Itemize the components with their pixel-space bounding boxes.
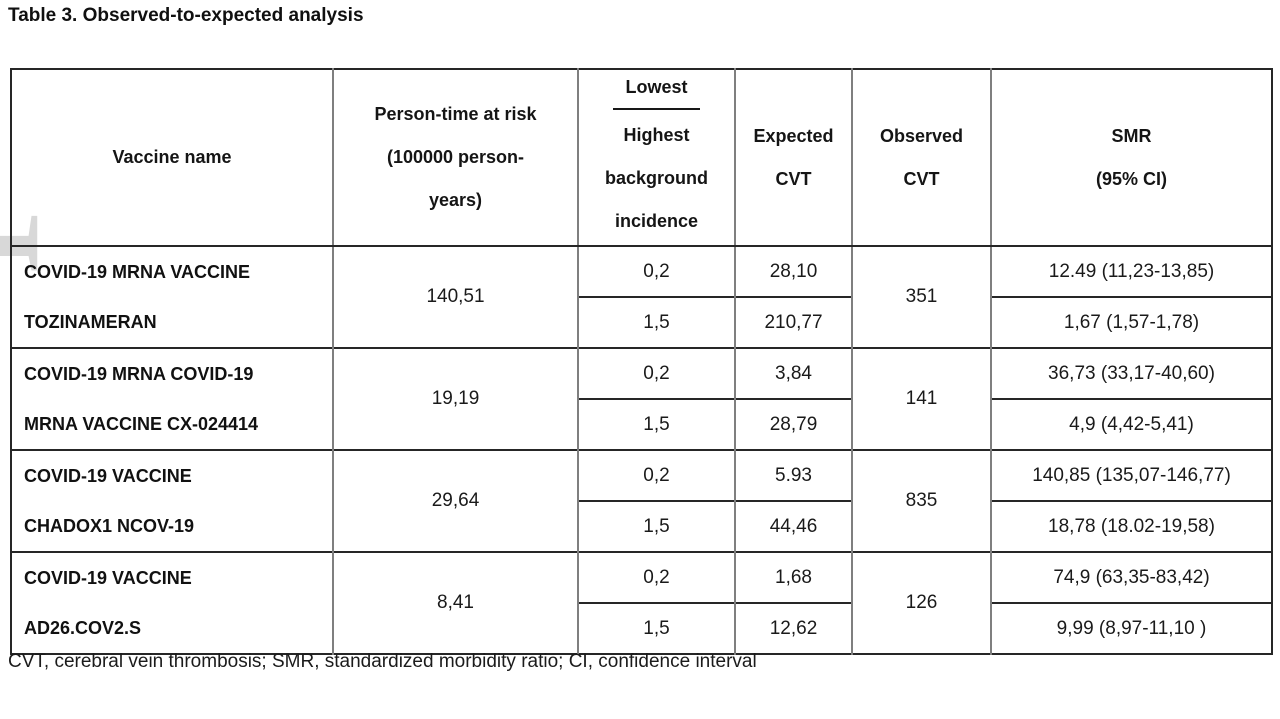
header-expected-cvt: Expected CVT: [735, 69, 853, 247]
vaccine-name-line1: COVID-19 VACCINE: [24, 568, 192, 588]
vaccine-name-line1: COVID-19 MRNA COVID-19: [24, 364, 254, 384]
vaccine-name-line2: TOZINAMERAN: [24, 312, 157, 332]
header-observed-cvt: Observed CVT: [852, 69, 992, 247]
expected-low-cell: 3,84: [735, 347, 853, 399]
vaccine-name-line1: COVID-19 MRNA VACCINE: [24, 262, 251, 282]
header-person-time: Person-time at risk (100000 person- year…: [333, 69, 579, 247]
incidence-high-cell: 1,5: [578, 602, 736, 654]
person-time-cell: 29,64: [333, 449, 579, 552]
table-title: Table 3. Observed-to-expected analysis: [8, 5, 364, 26]
table-subrow: 1,5 44,46 18,78 (18.02-19,58): [11, 500, 1272, 552]
expected-low-cell: 5.93: [735, 449, 853, 501]
header-expected-line2: CVT: [775, 168, 812, 189]
header-vaccine-name: Vaccine name: [11, 69, 334, 247]
header-observed-line2: CVT: [903, 168, 940, 189]
header-incidence-lowest: Lowest: [613, 72, 700, 110]
smr-high-cell: 9,99 (8,97-11,10 ): [991, 602, 1272, 654]
header-background-incidence: Lowest Highest background incidence: [578, 69, 736, 247]
expected-low-cell: 28,10: [735, 245, 853, 297]
smr-low-cell: 12.49 (11,23-13,85): [991, 245, 1272, 297]
smr-low-cell: 36,73 (33,17-40,60): [991, 347, 1272, 399]
vaccine-name-cell: COVID-19 VACCINE CHADOX1 NCOV-19: [11, 449, 334, 552]
vaccine-name-line2: AD26.COV2.S: [24, 618, 142, 638]
incidence-low-cell: 0,2: [578, 245, 736, 297]
header-person-time-line2: (100000 person-: [386, 147, 525, 167]
incidence-low-cell: 0,2: [578, 347, 736, 399]
table-row: COVID-19 VACCINE CHADOX1 NCOV-19 29,64 0…: [11, 449, 1272, 552]
header-vaccine-name-label: Vaccine name: [112, 147, 232, 167]
vaccine-name-line1: COVID-19 VACCINE: [24, 466, 192, 486]
header-incidence-line1: Highest: [623, 125, 690, 145]
incidence-high-cell: 1,5: [578, 296, 736, 348]
smr-high-cell: 1,67 (1,57-1,78): [991, 296, 1272, 348]
header-smr-line1: SMR: [1111, 125, 1152, 146]
header-person-time-line3: years): [428, 190, 483, 210]
header-expected-line1: Expected: [753, 125, 834, 146]
table-subrow: 1,5 210,77 1,67 (1,57-1,78): [11, 296, 1272, 348]
vaccine-name-cell: COVID-19 MRNA VACCINE TOZINAMERAN: [11, 245, 334, 348]
header-smr: SMR (95% CI): [991, 69, 1272, 247]
smr-low-cell: 74,9 (63,35-83,42): [991, 551, 1272, 603]
header-incidence-line3: incidence: [614, 211, 699, 231]
incidence-low-cell: 0,2: [578, 551, 736, 603]
observed-cvt-cell: 835: [852, 449, 992, 552]
incidence-low-cell: 0,2: [578, 449, 736, 501]
observed-cvt-cell: 126: [852, 551, 992, 654]
vaccine-name-cell: COVID-19 VACCINE AD26.COV2.S: [11, 551, 334, 654]
vaccine-name-line2: MRNA VACCINE CX-024414: [24, 414, 259, 434]
expected-high-cell: 44,46: [735, 500, 853, 552]
person-time-cell: 19,19: [333, 347, 579, 450]
table-row: COVID-19 MRNA COVID-19 MRNA VACCINE CX-0…: [11, 347, 1272, 450]
observed-cvt-cell: 351: [852, 245, 992, 348]
table-subrow: 1,5 12,62 9,99 (8,97-11,10 ): [11, 602, 1272, 654]
header-row: Vaccine name Person-time at risk (100000…: [11, 69, 1272, 247]
table-row: COVID-19 MRNA VACCINE TOZINAMERAN 140,51…: [11, 245, 1272, 348]
observed-to-expected-table: Vaccine name Person-time at risk (100000…: [10, 68, 1273, 655]
observed-cvt-cell: 141: [852, 347, 992, 450]
smr-high-cell: 18,78 (18.02-19,58): [991, 500, 1272, 552]
person-time-cell: 140,51: [333, 245, 579, 348]
expected-high-cell: 210,77: [735, 296, 853, 348]
table-subrow: 1,5 28,79 4,9 (4,42-5,41): [11, 398, 1272, 450]
header-incidence-line2: background: [604, 168, 708, 188]
smr-low-cell: 140,85 (135,07-146,77): [991, 449, 1272, 501]
expected-high-cell: 28,79: [735, 398, 853, 450]
incidence-high-cell: 1,5: [578, 398, 736, 450]
vaccine-name-line2: CHADOX1 NCOV-19: [24, 516, 195, 536]
table-row: COVID-19 VACCINE AD26.COV2.S 8,41 0,2 1,…: [11, 551, 1272, 654]
incidence-high-cell: 1,5: [578, 500, 736, 552]
header-incidence-numerator: Lowest: [579, 72, 734, 114]
expected-low-cell: 1,68: [735, 551, 853, 603]
header-person-time-line1: Person-time at risk: [374, 104, 537, 124]
person-time-cell: 8,41: [333, 551, 579, 654]
table-footnote: CVT, cerebral vein thrombosis; SMR, stan…: [8, 651, 757, 672]
header-observed-line1: Observed: [879, 125, 964, 146]
smr-high-cell: 4,9 (4,42-5,41): [991, 398, 1272, 450]
expected-high-cell: 12,62: [735, 602, 853, 654]
header-smr-line2: (95% CI): [1095, 168, 1167, 189]
vaccine-name-cell: COVID-19 MRNA COVID-19 MRNA VACCINE CX-0…: [11, 347, 334, 450]
